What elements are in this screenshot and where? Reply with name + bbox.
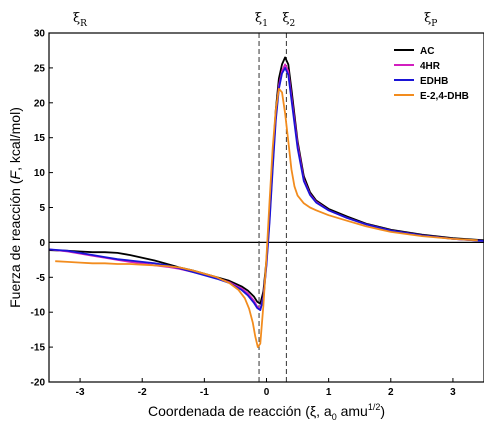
y-tick-label: 15 <box>34 133 46 144</box>
xi-labels: ξR ξP ξ1 ξ2 <box>73 11 437 29</box>
xi-label-1: ξ1 <box>255 11 268 29</box>
y-tick-label: 10 <box>34 168 46 179</box>
y-tick-label: -10 <box>31 308 46 319</box>
y-tick-label: 20 <box>34 98 46 109</box>
y-tick-label: -5 <box>36 273 45 284</box>
series-line-E-2,4-DHB <box>55 87 478 349</box>
y-axis-ticks: -20 -15 -10 -5 0 5 10 15 20 25 30 <box>31 29 53 389</box>
plot-frame <box>48 32 484 383</box>
x-tick-label: -2 <box>138 387 147 398</box>
x-tick-label: 1 <box>326 387 332 398</box>
legend-label-EDHB: EDHB <box>420 76 448 87</box>
y-tick-label: -20 <box>31 378 46 389</box>
y-tick-label: 30 <box>34 29 46 40</box>
series-line-EDHB <box>49 67 484 312</box>
x-axis-title: Coordenada de reacción (ξ, a0 amu1/2) <box>148 402 385 422</box>
reference-lines <box>258 33 287 382</box>
x-tick-label: 3 <box>450 387 456 398</box>
x-tick-label: 0 <box>264 387 270 398</box>
y-axis-title: Fuerza de reacción (F, kcal/mol) <box>7 107 23 308</box>
series-lines <box>49 56 484 349</box>
x-tick-label: 2 <box>388 387 394 398</box>
y-tick-label: 25 <box>34 63 46 74</box>
y-tick-label: 0 <box>39 238 45 249</box>
x-axis-ticks: -3 -2 -1 0 1 2 3 <box>76 378 456 398</box>
x-tick-label: -3 <box>76 387 85 398</box>
x-tick-label: -1 <box>200 387 209 398</box>
y-tick-label: -15 <box>31 343 46 354</box>
y-tick-label: 5 <box>39 203 45 214</box>
legend-label-E-2,4-DHB: E-2,4-DHB <box>420 91 469 102</box>
legend: AC 4HR EDHB E-2,4-DHB <box>394 46 469 102</box>
xi-label-R: ξR <box>73 11 87 29</box>
xi-label-P: ξP <box>424 11 437 29</box>
legend-label-AC: AC <box>420 46 434 57</box>
legend-label-4HR: 4HR <box>420 61 441 72</box>
xi-label-2: ξ2 <box>282 11 295 29</box>
